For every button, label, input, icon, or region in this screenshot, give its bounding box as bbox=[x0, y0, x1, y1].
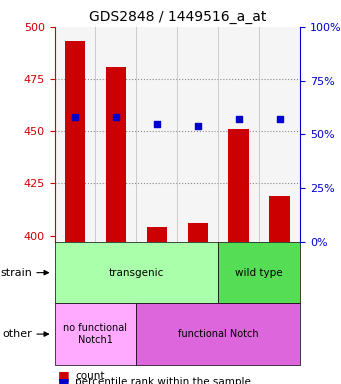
Bar bbox=[65, 41, 85, 242]
Bar bbox=[106, 66, 126, 242]
Text: count: count bbox=[75, 371, 105, 381]
Point bbox=[113, 114, 119, 120]
Bar bbox=[188, 223, 208, 242]
Point bbox=[236, 116, 241, 122]
Point bbox=[72, 114, 78, 120]
Point bbox=[154, 121, 160, 127]
Text: wild type: wild type bbox=[235, 268, 283, 278]
Bar bbox=[136, 303, 300, 365]
Point bbox=[195, 123, 201, 129]
Title: GDS2848 / 1449516_a_at: GDS2848 / 1449516_a_at bbox=[89, 10, 266, 25]
Point bbox=[277, 116, 282, 122]
Bar bbox=[218, 242, 300, 303]
Text: no functional
Notch1: no functional Notch1 bbox=[63, 323, 128, 345]
Bar bbox=[147, 227, 167, 242]
Text: ■: ■ bbox=[58, 369, 70, 382]
Text: transgenic: transgenic bbox=[109, 268, 164, 278]
Bar bbox=[269, 196, 290, 242]
Text: other: other bbox=[2, 329, 32, 339]
Text: percentile rank within the sample: percentile rank within the sample bbox=[75, 377, 251, 384]
Text: ■: ■ bbox=[58, 376, 70, 384]
Text: functional Notch: functional Notch bbox=[178, 329, 258, 339]
Bar bbox=[55, 303, 136, 365]
Bar bbox=[55, 242, 218, 303]
Bar bbox=[228, 129, 249, 242]
Text: strain: strain bbox=[0, 268, 32, 278]
